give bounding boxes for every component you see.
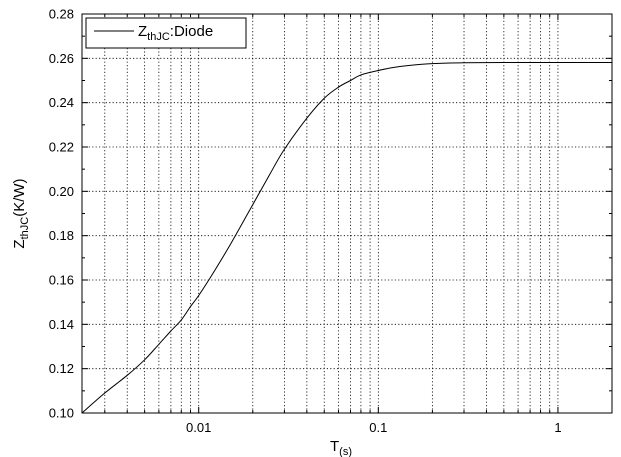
y-tick-label: 0.26 [49, 51, 74, 66]
x-tick-label: 1 [554, 420, 561, 435]
x-axis-title: T(s) [330, 438, 352, 457]
y-tick-label: 0.12 [49, 361, 74, 376]
y-tick-label: 0.10 [49, 406, 74, 421]
y-tick-label: 0.24 [49, 95, 74, 110]
y-axis-title: ZthJC(K/W) [11, 178, 31, 248]
y-tick-label: 0.28 [49, 7, 74, 22]
axis-ticks [82, 13, 612, 414]
legend-box [85, 17, 247, 49]
data-series [81, 62, 612, 414]
y-tick-label: 0.16 [49, 273, 74, 288]
x-tick-label: 0.01 [186, 420, 211, 435]
legend-label: ZthJC:Diode [138, 23, 213, 43]
y-tick-label: 0.14 [49, 317, 74, 332]
x-tick-label: 0.1 [369, 420, 387, 435]
y-tick-label: 0.20 [49, 184, 74, 199]
x-tick-labels: 0.01 0.1 1 [186, 420, 562, 435]
grid [82, 14, 612, 413]
y-tick-labels: 0.10 0.12 0.14 0.16 0.18 0.20 0.22 0.24 0.26 0.28 [49, 7, 74, 421]
series-line [81, 62, 612, 414]
y-tick-label: 0.18 [49, 228, 74, 243]
legend: ZthJC:Diode [85, 17, 247, 49]
plot-area-frame [81, 13, 613, 414]
y-tick-label: 0.22 [49, 140, 74, 155]
